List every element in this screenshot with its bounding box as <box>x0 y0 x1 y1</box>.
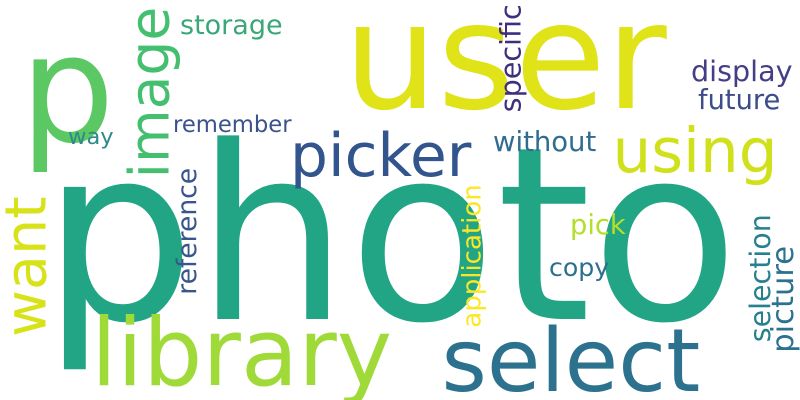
word-future: future <box>698 85 781 116</box>
word-copy: copy <box>549 252 610 282</box>
word-specific: specific <box>493 4 528 113</box>
word-picture: picture <box>765 245 800 353</box>
word-storage: storage <box>180 10 283 41</box>
word-display: display <box>691 53 793 88</box>
word-image: image <box>117 6 182 178</box>
word-p: p <box>20 3 115 177</box>
word-want: want <box>0 195 60 337</box>
word-picker: picker <box>290 121 472 191</box>
word-remember: remember <box>173 111 292 138</box>
word-library: library <box>91 299 393 400</box>
word-reference: reference <box>171 167 203 295</box>
word-photo: photo <box>42 95 739 376</box>
word-way: way <box>68 123 114 150</box>
word-using: using <box>612 116 778 187</box>
word-select: select <box>441 310 701 400</box>
word-pick: pick <box>570 209 626 241</box>
word-without: without <box>493 126 597 158</box>
word-application: application <box>457 184 488 328</box>
word-user: user <box>343 0 667 143</box>
